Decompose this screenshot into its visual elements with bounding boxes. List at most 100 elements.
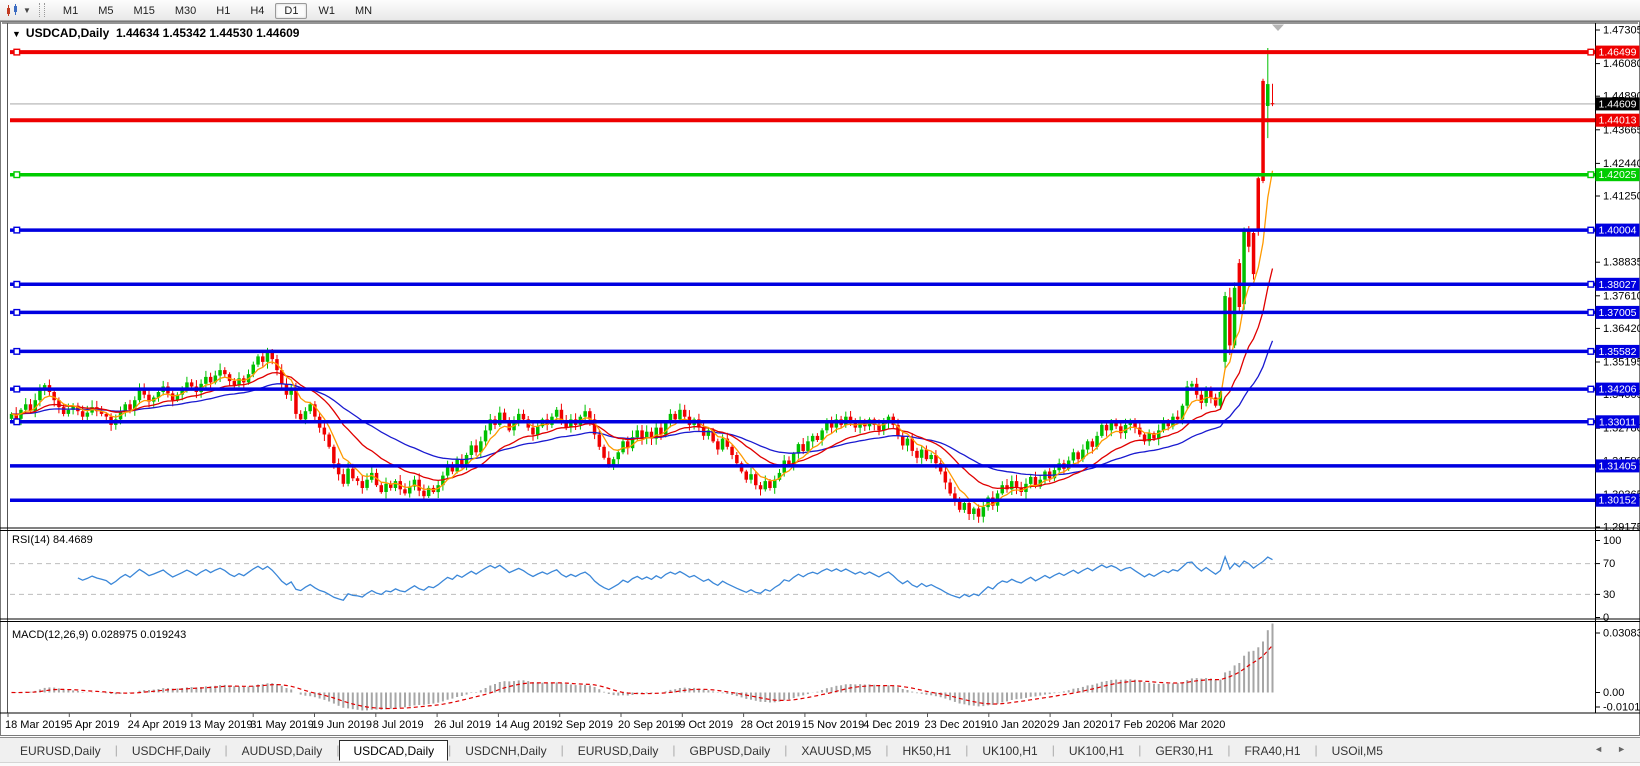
date-tick: 26 Jul 2019 [434,719,491,731]
date-tick: 4 Dec 2019 [863,719,919,731]
tab-usdcad-daily[interactable]: USDCAD,Daily [339,740,449,761]
chart-collapse-caret-icon[interactable]: ▼ [12,29,21,39]
chart-title-quotes: 1.44634 1.45342 1.44530 1.44609 [115,26,300,40]
price-label-1.38027: 1.38027 [1599,279,1637,291]
tab-separator: | [560,743,564,757]
price-label-1.40004: 1.40004 [1599,225,1637,237]
hline-handle[interactable] [13,226,21,234]
timeframe-button-h1[interactable]: H1 [216,5,231,17]
chart-shift-marker-icon[interactable] [1272,24,1284,32]
price-label-1.30152: 1.30152 [1599,495,1637,507]
tab-uk100-h1[interactable]: UK100,H1 [982,744,1038,758]
tab-usoil-m5[interactable]: USOil,M5 [1331,744,1383,758]
date-tick: 31 May 2019 [250,719,314,731]
hline-handle[interactable] [13,347,21,355]
date-tick: 20 Sep 2019 [618,719,680,731]
chart-title-symbol: USDCAD,Daily [25,26,110,40]
tab-usdcnh-daily[interactable]: USDCNH,Daily [465,744,547,758]
tab-eurusd-daily[interactable]: EURUSD,Daily [577,744,659,758]
rsi-indicator-label: RSI(14) 84.4689 [12,534,93,546]
ma-fast-line [11,170,1274,508]
tab-scroll-left-icon[interactable]: ◄ [1594,744,1604,754]
price-label-1.37005: 1.37005 [1599,307,1637,319]
hline-handle[interactable] [13,418,21,426]
tab-audusd-daily[interactable]: AUDUSD,Daily [241,744,323,758]
tab-hk50-h1[interactable]: HK50,H1 [902,744,952,758]
price-tick: 1.46080 [1603,58,1640,70]
chart-type-dropdown-caret-icon[interactable]: ▼ [23,5,31,15]
rsi-tick: 0 [1603,612,1609,624]
tab-separator: | [114,743,118,757]
date-axis: 18 Mar 2019 5 Apr 2019 24 Apr 2019 13 May 2… [5,713,1225,731]
macd-panel: 0.030838 0.00 -0.010144 [11,623,1640,714]
hline-handle[interactable] [1587,171,1595,179]
price-tick: 1.41250 [1603,191,1640,203]
date-tick: 23 Dec 2019 [925,719,987,731]
hline-handle[interactable] [1587,280,1595,288]
timeframe-button-mn[interactable]: MN [354,5,373,17]
date-tick: 14 Aug 2019 [495,719,557,731]
date-tick: 18 Mar 2019 [5,719,67,731]
price-label-1.35582: 1.35582 [1599,346,1637,358]
timeframe-buttons: M1 M5 M15 M30 H1 H4 D1 W1 MN [53,1,382,19]
timeframe-button-m30[interactable]: M30 [174,5,197,17]
tab-scroll-right-icon[interactable]: ► [1617,744,1626,754]
timeframe-toolbar: ▼ M1 M5 M15 M30 H1 H4 D1 W1 MN [0,0,1640,21]
timeframe-button-h4[interactable]: H4 [250,5,265,17]
hline-handle[interactable] [1587,347,1595,355]
price-tick: 1.36420 [1603,323,1640,335]
tab-ger30-h1[interactable]: GER30,H1 [1155,744,1214,758]
date-tick: 19 Jun 2019 [312,719,373,731]
tab-usdchf-daily[interactable]: USDCHF,Daily [131,744,211,758]
timeframe-button-m1[interactable]: M1 [62,5,79,17]
hline-handle[interactable] [13,385,21,393]
tab-separator: | [1138,743,1142,757]
tab-separator: | [224,743,228,757]
tab-separator: | [965,743,969,757]
tab-uk100-h1[interactable]: UK100,H1 [1068,744,1125,758]
tab-gbpusd-daily[interactable]: GBPUSD,Daily [689,744,771,758]
price-label-1.42025: 1.42025 [1599,169,1637,181]
timeframe-button-d1[interactable]: D1 [275,3,308,19]
chart-tabs: EURUSD,Daily | USDCHF,Daily | AUDUSD,Daily | U… [6,740,1397,761]
timeframe-button-w1[interactable]: W1 [318,5,335,17]
hline-handle[interactable] [1587,418,1595,426]
date-tick: 29 Jan 2020 [1047,719,1108,731]
tab-separator: | [885,743,889,757]
price-tick: 1.35195 [1603,357,1640,369]
current-price-label: 1.44609 [1599,98,1637,110]
hline-handle[interactable] [1587,385,1595,393]
date-tick: 2 Sep 2019 [557,719,613,731]
timeframe-button-m5[interactable]: M5 [98,5,114,17]
price-label-1.34206: 1.34206 [1599,384,1637,396]
tab-fra40-h1[interactable]: FRA40,H1 [1244,744,1301,758]
horizontal-lines [10,48,1595,502]
date-tick: 10 Jan 2020 [986,719,1047,731]
macd-signal-line [11,644,1273,710]
hline-handle[interactable] [1587,308,1595,316]
rsi-tick: 30 [1603,589,1615,601]
hline-handle[interactable] [1587,226,1595,234]
price-tick: 1.42440 [1603,158,1640,170]
date-tick: 5 Apr 2019 [66,719,119,731]
hline-handle[interactable] [13,308,21,316]
price-label-1.31405: 1.31405 [1599,460,1637,472]
hline-handle[interactable] [13,171,21,179]
tab-xauusd-m5[interactable]: XAUUSD,M5 [801,744,872,758]
hline-handle[interactable] [13,280,21,288]
rsi-panel: 100 70 30 0 [10,535,1621,624]
tab-separator: | [448,743,452,757]
date-tick: 13 May 2019 [189,719,253,731]
hline-handle[interactable] [13,48,21,56]
tab-eurusd-daily[interactable]: EURUSD,Daily [20,744,101,758]
date-tick: 28 Oct 2019 [741,719,801,731]
hline-handle[interactable] [1587,48,1595,56]
chart-type-icon[interactable] [4,3,22,18]
date-tick: 15 Nov 2019 [802,719,864,731]
price-tick: 1.38835 [1603,257,1640,269]
timeframe-button-m15[interactable]: M15 [133,5,155,17]
panel-separators[interactable] [0,527,1640,714]
ma-medium-line [11,268,1274,490]
